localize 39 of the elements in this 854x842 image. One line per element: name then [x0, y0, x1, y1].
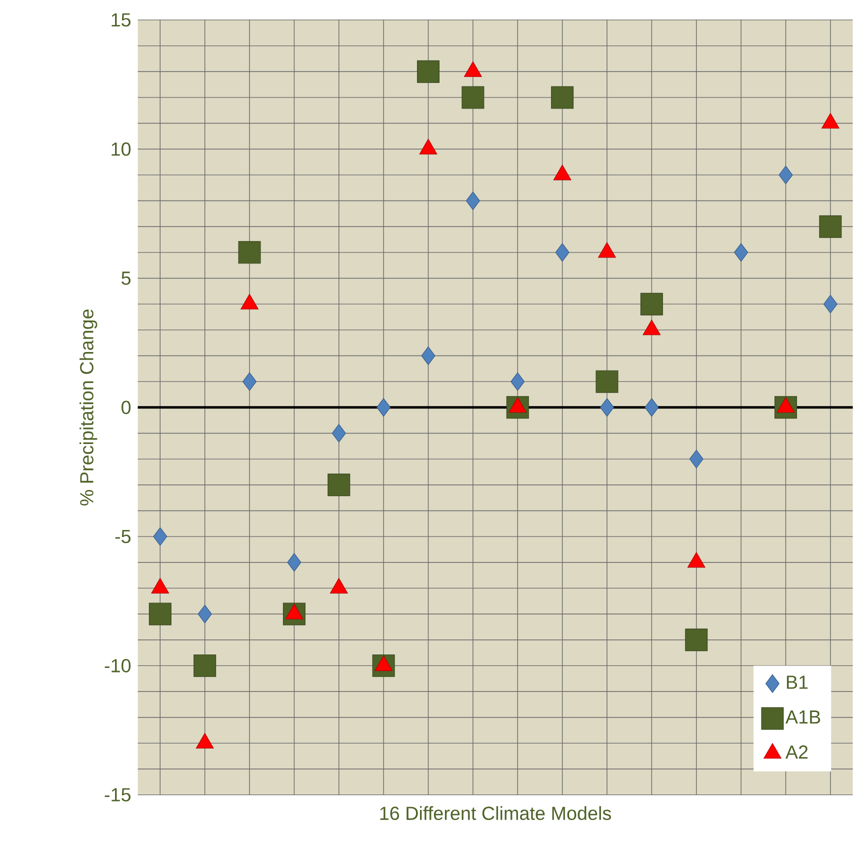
point — [287, 553, 302, 572]
point — [778, 166, 793, 184]
point — [421, 346, 436, 366]
point — [689, 450, 704, 468]
y-tick-label: 0 — [122, 400, 131, 414]
point — [685, 628, 708, 652]
point — [417, 60, 440, 83]
y-tick-label: 5 — [122, 272, 131, 285]
point — [238, 241, 261, 264]
point — [596, 370, 618, 393]
point — [198, 604, 212, 624]
point — [734, 243, 748, 262]
y-tick-label: 10 — [112, 142, 131, 156]
point — [376, 398, 391, 417]
x-axis-title: 16 Different Climate Models — [380, 806, 611, 820]
y-tick-label: -15 — [104, 788, 131, 802]
point — [600, 398, 614, 417]
point — [640, 292, 663, 316]
legend-label: B1 — [786, 676, 808, 689]
point — [153, 527, 168, 546]
point — [466, 192, 480, 210]
y-tick-label: 15 — [112, 13, 131, 27]
point — [148, 602, 172, 626]
point — [823, 294, 838, 314]
legend-label: A2 — [785, 745, 808, 759]
point — [194, 654, 216, 678]
point — [510, 372, 525, 391]
point — [551, 86, 574, 109]
y-tick-label: -10 — [104, 659, 131, 672]
point — [462, 86, 484, 109]
y-tick-label: -5 — [115, 530, 131, 544]
point — [332, 424, 346, 443]
y-axis-title: % Precipitation Change — [80, 310, 98, 506]
point — [555, 243, 570, 262]
point — [242, 372, 257, 391]
legend-label: A1B — [785, 710, 820, 724]
point — [819, 215, 842, 238]
point — [328, 474, 350, 496]
point — [644, 398, 659, 417]
